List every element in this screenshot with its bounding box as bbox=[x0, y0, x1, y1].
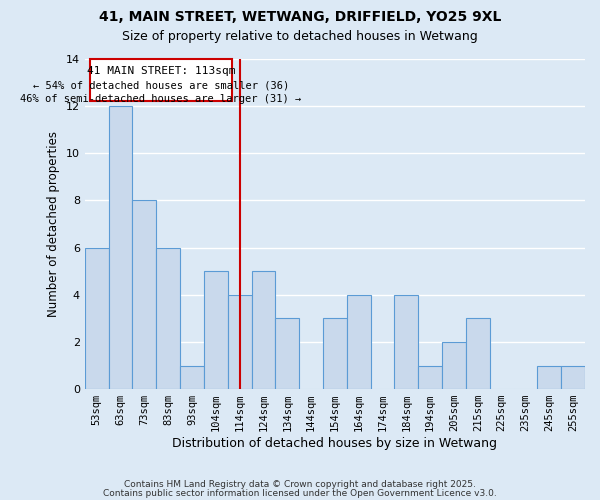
Text: 41 MAIN STREET: 113sqm: 41 MAIN STREET: 113sqm bbox=[87, 66, 235, 76]
Bar bbox=[251, 271, 275, 389]
Bar bbox=[561, 366, 585, 389]
Bar bbox=[180, 366, 204, 389]
Bar bbox=[133, 200, 156, 389]
Text: Size of property relative to detached houses in Wetwang: Size of property relative to detached ho… bbox=[122, 30, 478, 43]
Bar bbox=[275, 318, 299, 389]
Bar bbox=[538, 366, 561, 389]
Bar bbox=[323, 318, 347, 389]
Text: 41, MAIN STREET, WETWANG, DRIFFIELD, YO25 9XL: 41, MAIN STREET, WETWANG, DRIFFIELD, YO2… bbox=[99, 10, 501, 24]
Text: 46% of semi-detached houses are larger (31) →: 46% of semi-detached houses are larger (… bbox=[20, 94, 302, 104]
Bar bbox=[85, 248, 109, 389]
Bar bbox=[418, 366, 442, 389]
Bar bbox=[109, 106, 133, 389]
Bar bbox=[466, 318, 490, 389]
Bar bbox=[347, 295, 371, 389]
Bar bbox=[156, 248, 180, 389]
Y-axis label: Number of detached properties: Number of detached properties bbox=[47, 131, 60, 317]
Text: Contains public sector information licensed under the Open Government Licence v3: Contains public sector information licen… bbox=[103, 488, 497, 498]
Bar bbox=[394, 295, 418, 389]
Bar bbox=[442, 342, 466, 389]
Text: ← 54% of detached houses are smaller (36): ← 54% of detached houses are smaller (36… bbox=[33, 80, 289, 90]
Text: Contains HM Land Registry data © Crown copyright and database right 2025.: Contains HM Land Registry data © Crown c… bbox=[124, 480, 476, 489]
X-axis label: Distribution of detached houses by size in Wetwang: Distribution of detached houses by size … bbox=[172, 437, 497, 450]
Bar bbox=[89, 59, 232, 102]
Bar bbox=[204, 271, 227, 389]
Bar bbox=[227, 295, 251, 389]
